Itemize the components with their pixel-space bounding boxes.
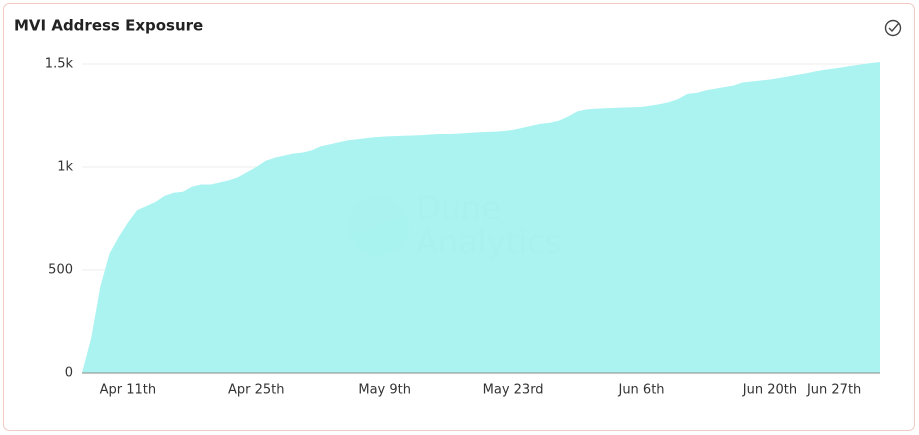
- y-tick-label: 500: [48, 263, 73, 278]
- x-tick-label: Apr 11th: [100, 383, 157, 398]
- x-tick-label: Jun 20th: [742, 383, 797, 398]
- x-tick-label: Jun 6th: [617, 383, 664, 398]
- check-icon[interactable]: [884, 19, 902, 37]
- area: [82, 61, 880, 373]
- x-tick-label: May 23rd: [483, 383, 544, 398]
- x-tick-label: Jun 27th: [806, 383, 861, 398]
- x-tick-label: Apr 25th: [228, 383, 285, 398]
- y-tick-label: 1.5k: [45, 57, 74, 72]
- x-tick-label: May 9th: [358, 383, 411, 398]
- y-tick-label: 1k: [57, 160, 73, 175]
- y-tick-label: 0: [65, 366, 73, 381]
- chart-title: MVI Address Exposure: [14, 17, 203, 35]
